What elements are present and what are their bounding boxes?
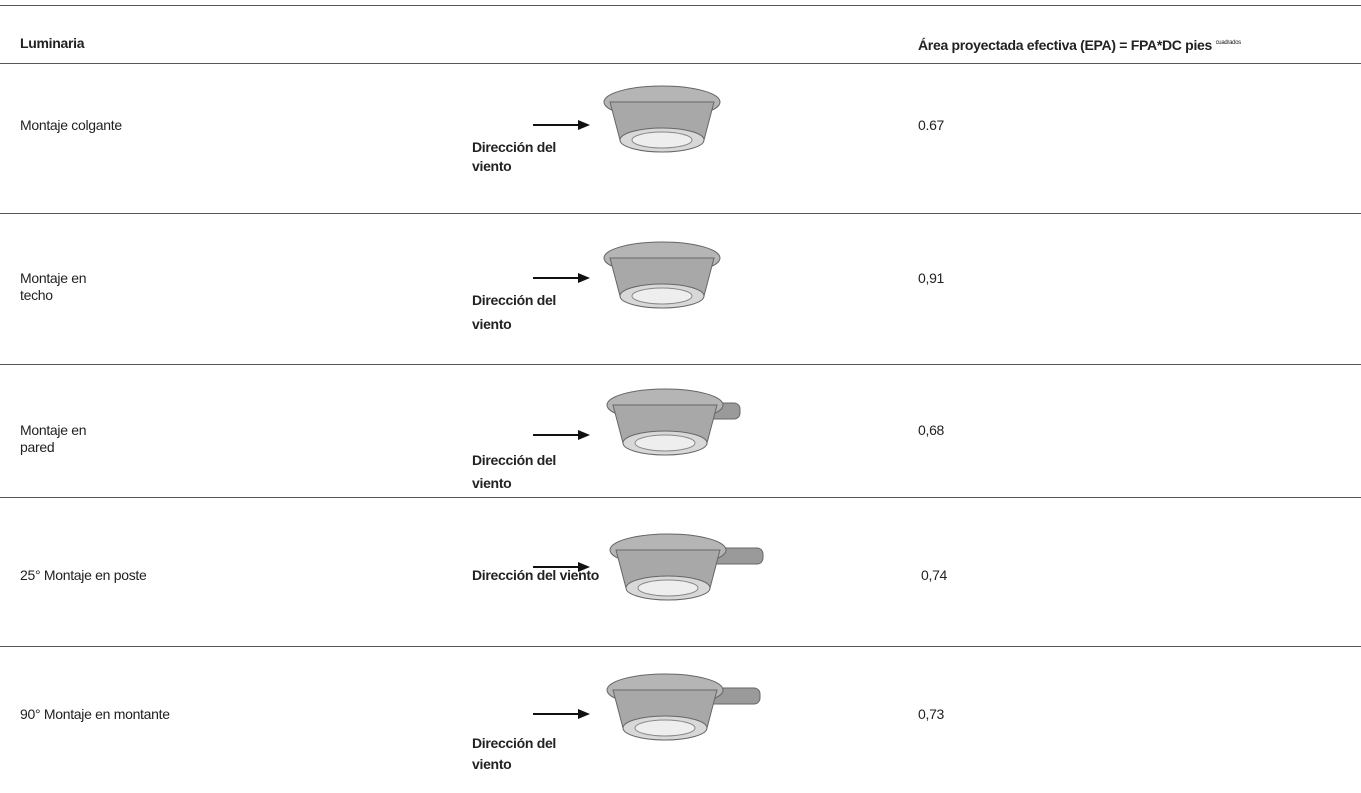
row-label: pared bbox=[20, 439, 55, 455]
rule bbox=[0, 213, 1361, 214]
wind-label: Dirección del bbox=[472, 735, 557, 751]
header-epa-text: Área proyectada efectiva (EPA) = FPA*DC … bbox=[918, 37, 1213, 53]
rule bbox=[0, 497, 1361, 498]
luminaire-figure bbox=[533, 241, 721, 309]
header-luminaire: Luminaria bbox=[20, 35, 85, 51]
luminaire-figure bbox=[533, 533, 764, 601]
epa-value: 0,91 bbox=[918, 270, 945, 286]
epa-value: 0,74 bbox=[921, 567, 948, 583]
luminaire-figure bbox=[533, 388, 741, 456]
header-epa-sup: cuadrados bbox=[1215, 40, 1242, 46]
epa-value: 0,68 bbox=[918, 422, 945, 438]
wind-label: viento bbox=[472, 475, 512, 491]
wind-label: Dirección del viento bbox=[472, 567, 600, 583]
wind-label: Dirección del bbox=[472, 452, 557, 468]
row-label: Montaje en bbox=[20, 270, 87, 286]
wind-label: Dirección del bbox=[472, 139, 557, 155]
wind-label: Dirección del bbox=[472, 292, 557, 308]
epa-value: 0.67 bbox=[918, 117, 945, 133]
row-label: Montaje colgante bbox=[20, 117, 122, 133]
header-epa: Área proyectada efectiva (EPA) = FPA*DC … bbox=[918, 35, 1241, 54]
rule bbox=[0, 646, 1361, 647]
luminaire-figure bbox=[533, 85, 721, 153]
luminaire-figure bbox=[533, 673, 761, 741]
row-label: techo bbox=[20, 287, 53, 303]
row-label: 25° Montaje en poste bbox=[20, 567, 147, 583]
row-label: Montaje en bbox=[20, 422, 87, 438]
rule bbox=[0, 364, 1361, 365]
epa-value: 0,73 bbox=[918, 706, 945, 722]
wind-label: viento bbox=[472, 316, 512, 332]
wind-label: viento bbox=[472, 158, 512, 174]
rule bbox=[0, 5, 1361, 6]
wind-label: viento bbox=[472, 756, 512, 772]
rule bbox=[0, 63, 1361, 64]
row-label: 90° Montaje en montante bbox=[20, 706, 170, 722]
